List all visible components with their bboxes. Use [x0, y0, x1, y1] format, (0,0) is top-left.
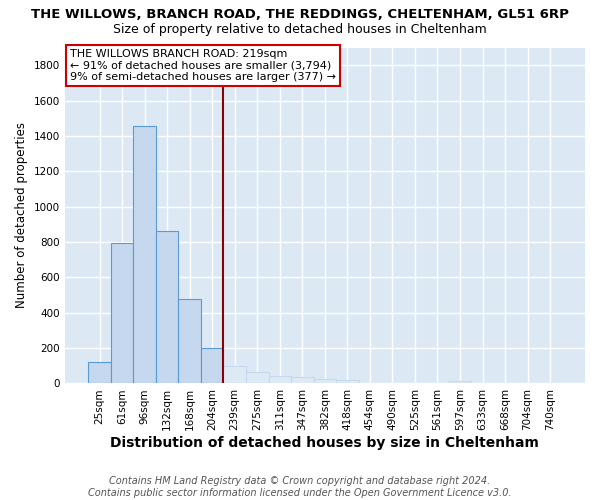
Text: THE WILLOWS, BRANCH ROAD, THE REDDINGS, CHELTENHAM, GL51 6RP: THE WILLOWS, BRANCH ROAD, THE REDDINGS, …: [31, 8, 569, 20]
Bar: [449, 382, 471, 384]
Bar: [178, 298, 201, 384]
Text: Size of property relative to detached houses in Cheltenham: Size of property relative to detached ho…: [113, 22, 487, 36]
Bar: [246, 372, 269, 384]
X-axis label: Distribution of detached houses by size in Cheltenham: Distribution of detached houses by size …: [110, 436, 539, 450]
Text: THE WILLOWS BRANCH ROAD: 219sqm
← 91% of detached houses are smaller (3,794)
9% : THE WILLOWS BRANCH ROAD: 219sqm ← 91% of…: [70, 49, 336, 82]
Bar: [223, 366, 246, 384]
Bar: [133, 126, 156, 384]
Text: Contains HM Land Registry data © Crown copyright and database right 2024.
Contai: Contains HM Land Registry data © Crown c…: [88, 476, 512, 498]
Bar: [156, 230, 178, 384]
Bar: [111, 243, 133, 384]
Bar: [201, 348, 223, 384]
Bar: [291, 378, 314, 384]
Bar: [88, 362, 111, 384]
Bar: [314, 379, 336, 384]
Y-axis label: Number of detached properties: Number of detached properties: [15, 122, 28, 308]
Bar: [336, 380, 359, 384]
Bar: [269, 376, 291, 384]
